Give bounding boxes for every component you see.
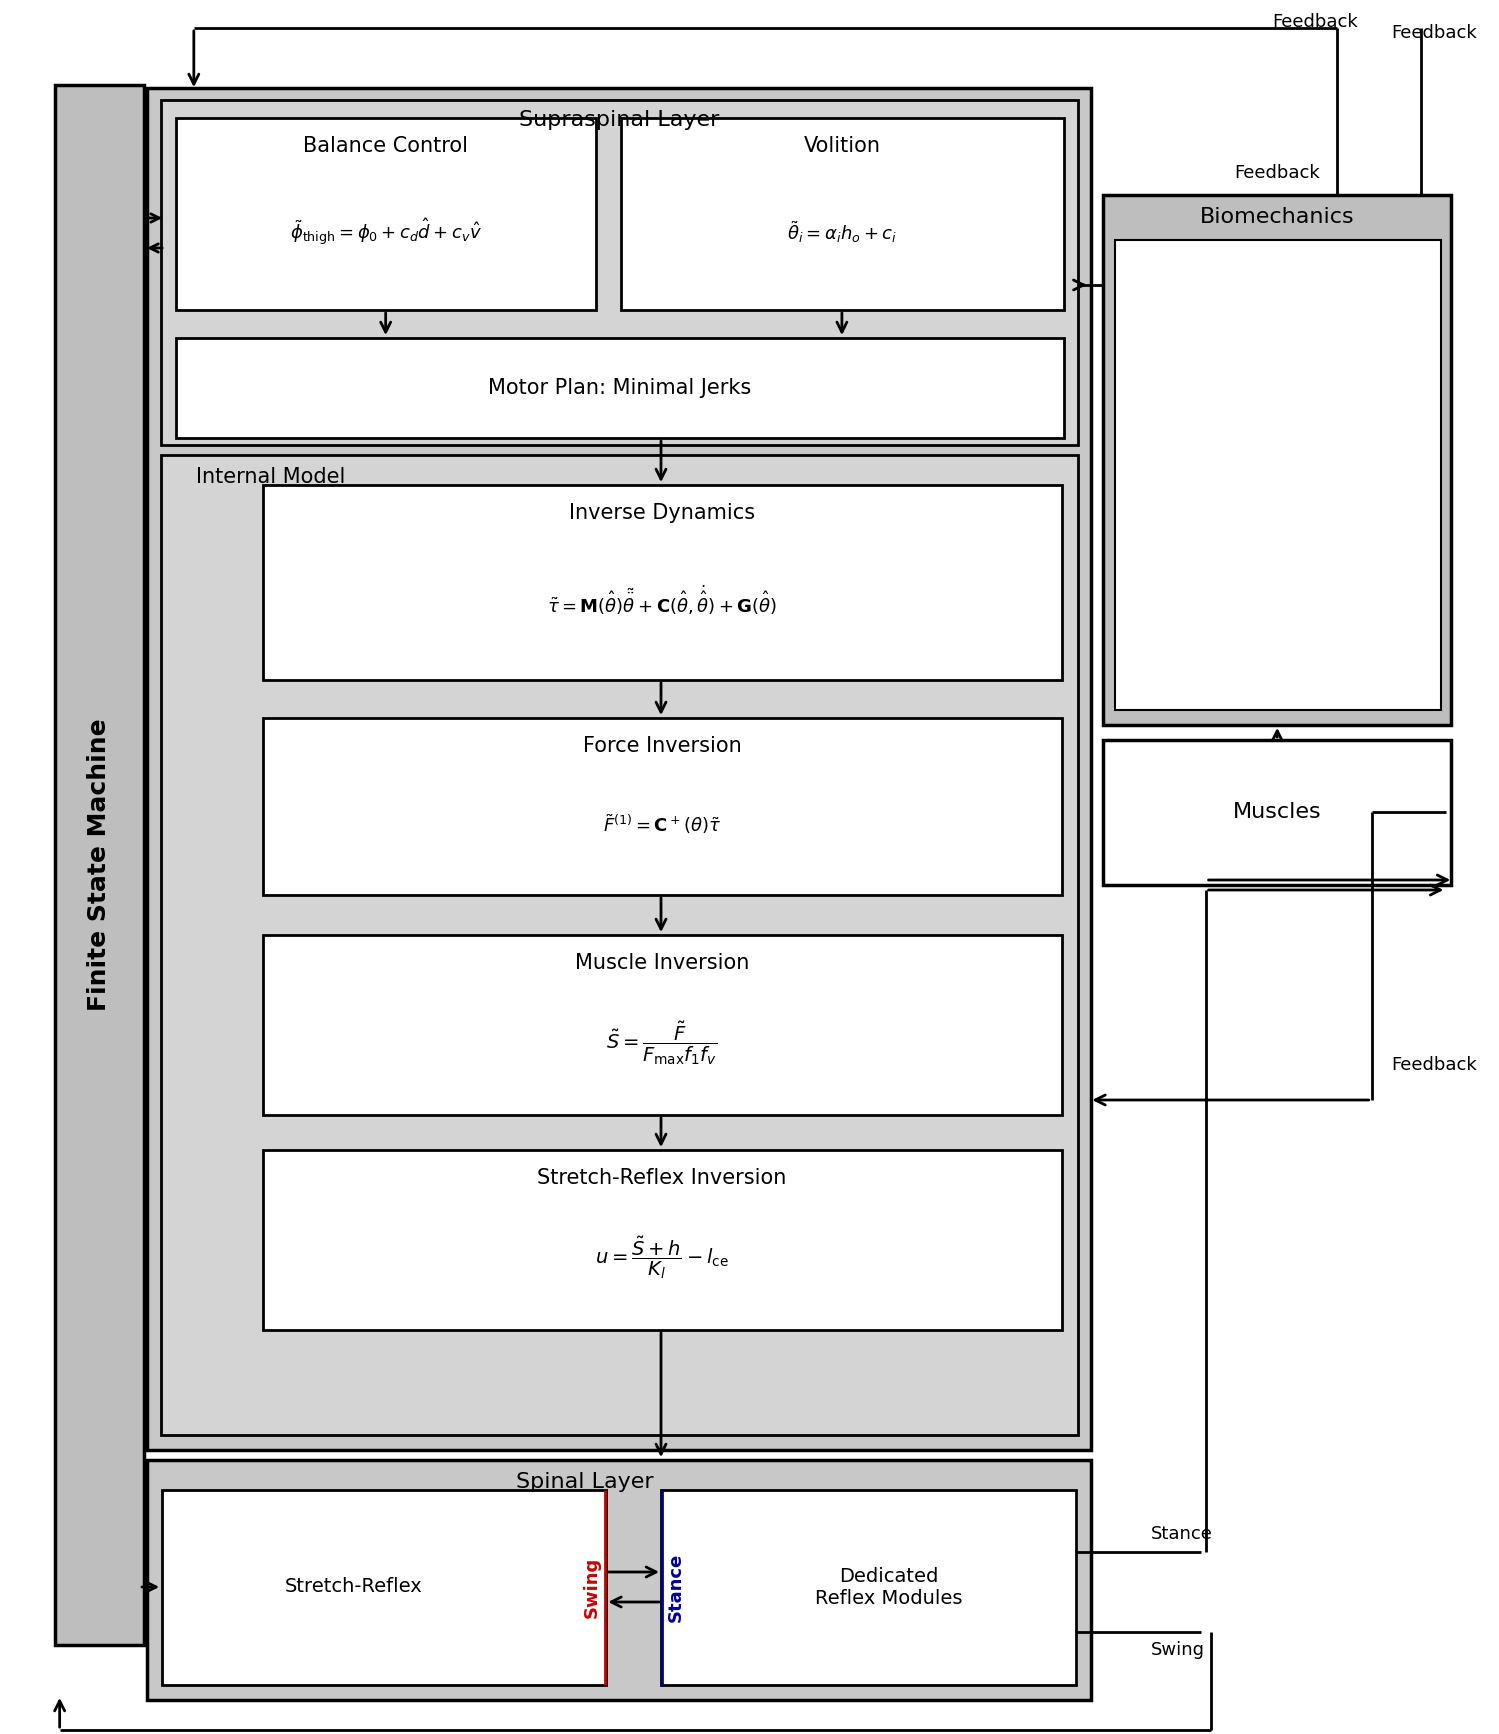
- Text: Stance: Stance: [1151, 1524, 1213, 1543]
- Bar: [147, 1460, 1091, 1699]
- Bar: [54, 85, 144, 1646]
- Text: $\tilde{F}^{(1)} = \mathbf{C}^+(\theta)\tilde{\tau}$: $\tilde{F}^{(1)} = \mathbf{C}^+(\theta)\…: [603, 812, 721, 836]
- Text: $\tilde{S} = \dfrac{\tilde{F}}{F_{\max}f_1f_v}$: $\tilde{S} = \dfrac{\tilde{F}}{F_{\max}f…: [606, 1020, 718, 1066]
- Text: Muscles: Muscles: [1234, 803, 1322, 822]
- Text: Stretch-Reflex: Stretch-Reflex: [285, 1578, 423, 1597]
- Text: Feedback: Feedback: [1273, 12, 1358, 31]
- Text: $\tilde{\tau} = \mathbf{M}(\hat{\theta})\tilde{\ddot{\theta}} + \mathbf{C}(\hat{: $\tilde{\tau} = \mathbf{M}(\hat{\theta})…: [547, 583, 776, 617]
- Text: Inverse Dynamics: Inverse Dynamics: [570, 503, 755, 524]
- Text: Swing: Swing: [583, 1557, 601, 1618]
- Bar: [1103, 740, 1451, 884]
- Text: Volition: Volition: [803, 135, 880, 156]
- Text: Motor Plan: Minimal Jerks: Motor Plan: Minimal Jerks: [487, 378, 751, 399]
- Bar: [147, 88, 1091, 1450]
- Text: Balance Control: Balance Control: [303, 135, 468, 156]
- Text: Stretch-Reflex Inversion: Stretch-Reflex Inversion: [537, 1169, 787, 1188]
- Bar: [175, 118, 597, 310]
- Text: Finite State Machine: Finite State Machine: [87, 718, 111, 1011]
- Text: Biomechanics: Biomechanics: [1201, 206, 1355, 227]
- Bar: [621, 118, 1064, 310]
- Text: Supraspinal Layer: Supraspinal Layer: [519, 109, 720, 130]
- Bar: [160, 454, 1078, 1436]
- Bar: [1115, 239, 1441, 709]
- Bar: [160, 101, 1078, 446]
- Text: Feedback: Feedback: [1391, 1056, 1478, 1073]
- Bar: [162, 1490, 606, 1685]
- Text: Dedicated
Reflex Modules: Dedicated Reflex Modules: [815, 1566, 962, 1607]
- Bar: [264, 935, 1061, 1115]
- Text: Feedback: Feedback: [1391, 24, 1478, 42]
- Bar: [264, 718, 1061, 895]
- Bar: [264, 1150, 1061, 1330]
- Text: Spinal Layer: Spinal Layer: [516, 1472, 654, 1491]
- Text: Internal Model: Internal Model: [196, 466, 345, 487]
- Text: $\tilde{\theta}_i = \alpha_i h_o + c_i$: $\tilde{\theta}_i = \alpha_i h_o + c_i$: [787, 218, 896, 244]
- Text: Feedback: Feedback: [1234, 165, 1321, 182]
- Text: Swing: Swing: [1151, 1640, 1205, 1659]
- Bar: [175, 338, 1064, 439]
- Text: $\tilde{\phi}_{\mathrm{thigh}} = \phi_0 + c_d\hat{d} + c_v\hat{v}$: $\tilde{\phi}_{\mathrm{thigh}} = \phi_0 …: [289, 217, 481, 248]
- Text: Stance: Stance: [667, 1552, 685, 1621]
- Text: Muscle Inversion: Muscle Inversion: [574, 954, 750, 973]
- Bar: [661, 1490, 1076, 1685]
- Bar: [264, 486, 1061, 680]
- Text: Force Inversion: Force Inversion: [583, 735, 742, 756]
- Bar: [1103, 194, 1451, 725]
- Text: $u = \dfrac{\tilde{S}+h}{K_l} - l_{\mathrm{ce}}$: $u = \dfrac{\tilde{S}+h}{K_l} - l_{\math…: [595, 1235, 729, 1281]
